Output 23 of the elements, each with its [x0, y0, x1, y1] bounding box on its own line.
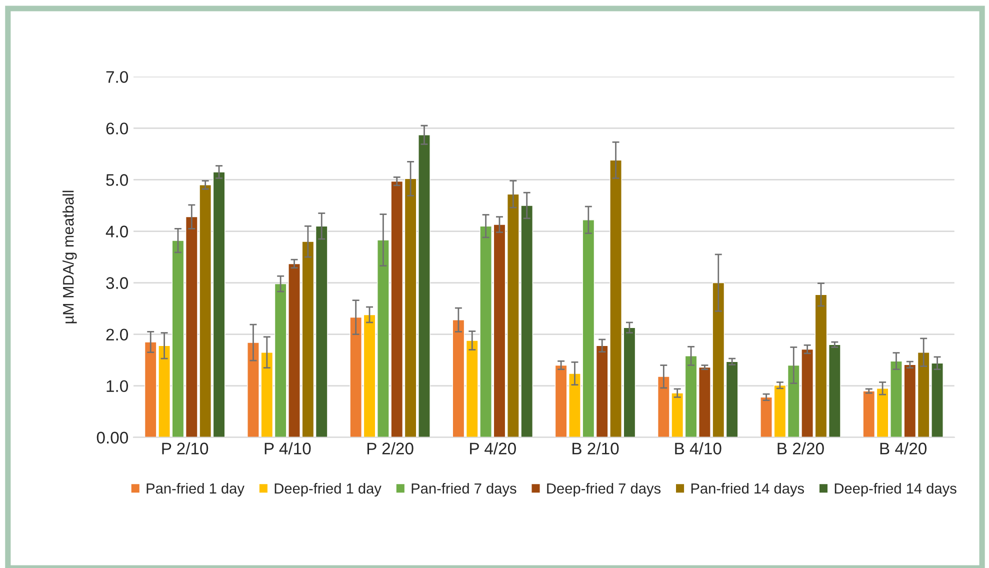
legend-label: Pan-fried 1 day: [146, 482, 244, 497]
y-tick-label: 0.00: [96, 432, 128, 444]
x-tick-label: P 2/20: [367, 442, 414, 454]
x-tick-label: P 4/20: [470, 442, 516, 454]
y-tick-label: 2.0: [106, 328, 128, 341]
legend-label: Deep-fried 7 days: [547, 482, 661, 497]
y-tick-label: 6.0: [106, 122, 128, 134]
y-tick-label: 3.0: [106, 277, 128, 289]
y-tick-label: 5.0: [106, 174, 128, 186]
y-tick-label: 1.0: [106, 380, 128, 392]
legend-label: Deep-fried 14 days: [834, 482, 956, 497]
y-axis-title: µM MDA/g meatball: [62, 190, 77, 324]
y-tick-label: 4.0: [106, 226, 128, 238]
x-tick-label: B 2/10: [572, 442, 619, 454]
legend-label: Pan-fried 7 days: [412, 482, 516, 497]
y-tick-label: 7.0: [106, 71, 128, 83]
x-tick-label: B 2/20: [778, 442, 824, 454]
x-tick-label: B 4/20: [880, 442, 927, 454]
x-tick-label: B 4/10: [675, 442, 722, 454]
x-tick-label: P 2/10: [162, 442, 208, 454]
legend-label: Deep-fried 1 day: [274, 482, 382, 497]
legend-label: Pan-fried 14 days: [691, 482, 804, 497]
x-tick-label: P 4/10: [264, 442, 311, 454]
